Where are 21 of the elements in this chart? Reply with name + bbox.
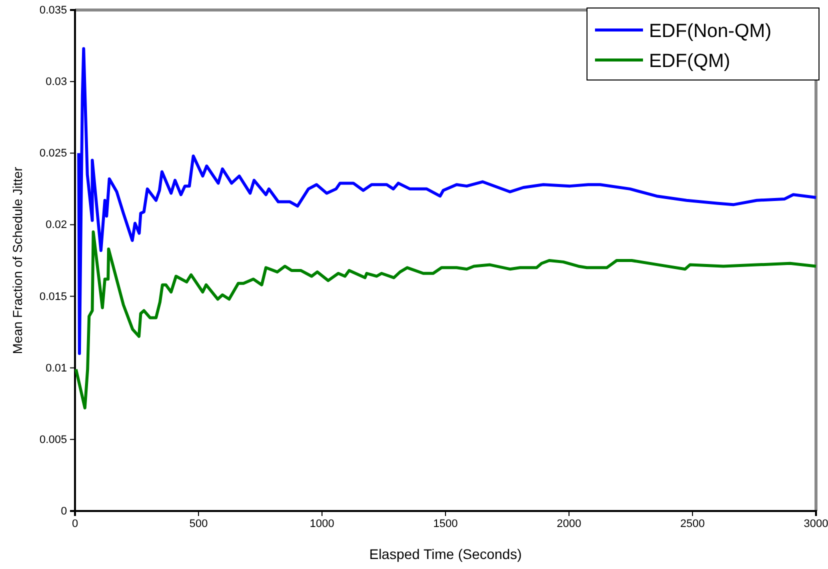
x-tick-label: 0 — [72, 518, 78, 530]
x-tick-label: 1500 — [433, 518, 458, 530]
y-axis-title: Mean Fraction of Schedule Jitter — [10, 166, 25, 354]
x-tick-label: 1000 — [310, 518, 334, 530]
line-series — [77, 47, 818, 356]
y-tick-label: 0.02 — [46, 219, 67, 232]
x-tick-label: 2000 — [556, 518, 582, 530]
y-tick-label: 0.015 — [39, 290, 67, 303]
y-tick-label: 0.005 — [39, 434, 67, 446]
line-series — [74, 230, 818, 410]
legend-label: EDF(Non-QM) — [649, 21, 772, 42]
x-tick-label: 3000 — [804, 518, 828, 530]
y-tick-label: 0.025 — [39, 148, 67, 160]
legend-label: EDF(QM) — [649, 51, 730, 72]
y-tick-label: 0.035 — [39, 4, 67, 17]
x-axis-title: Elasped Time (Seconds) — [369, 546, 522, 562]
y-tick-label: 0 — [60, 506, 67, 518]
x-tick-label: 2500 — [680, 518, 705, 530]
y-tick-label: 0.03 — [46, 76, 67, 88]
y-tick-label: 0.01 — [46, 362, 67, 374]
x-tick-label: 500 — [189, 518, 208, 530]
